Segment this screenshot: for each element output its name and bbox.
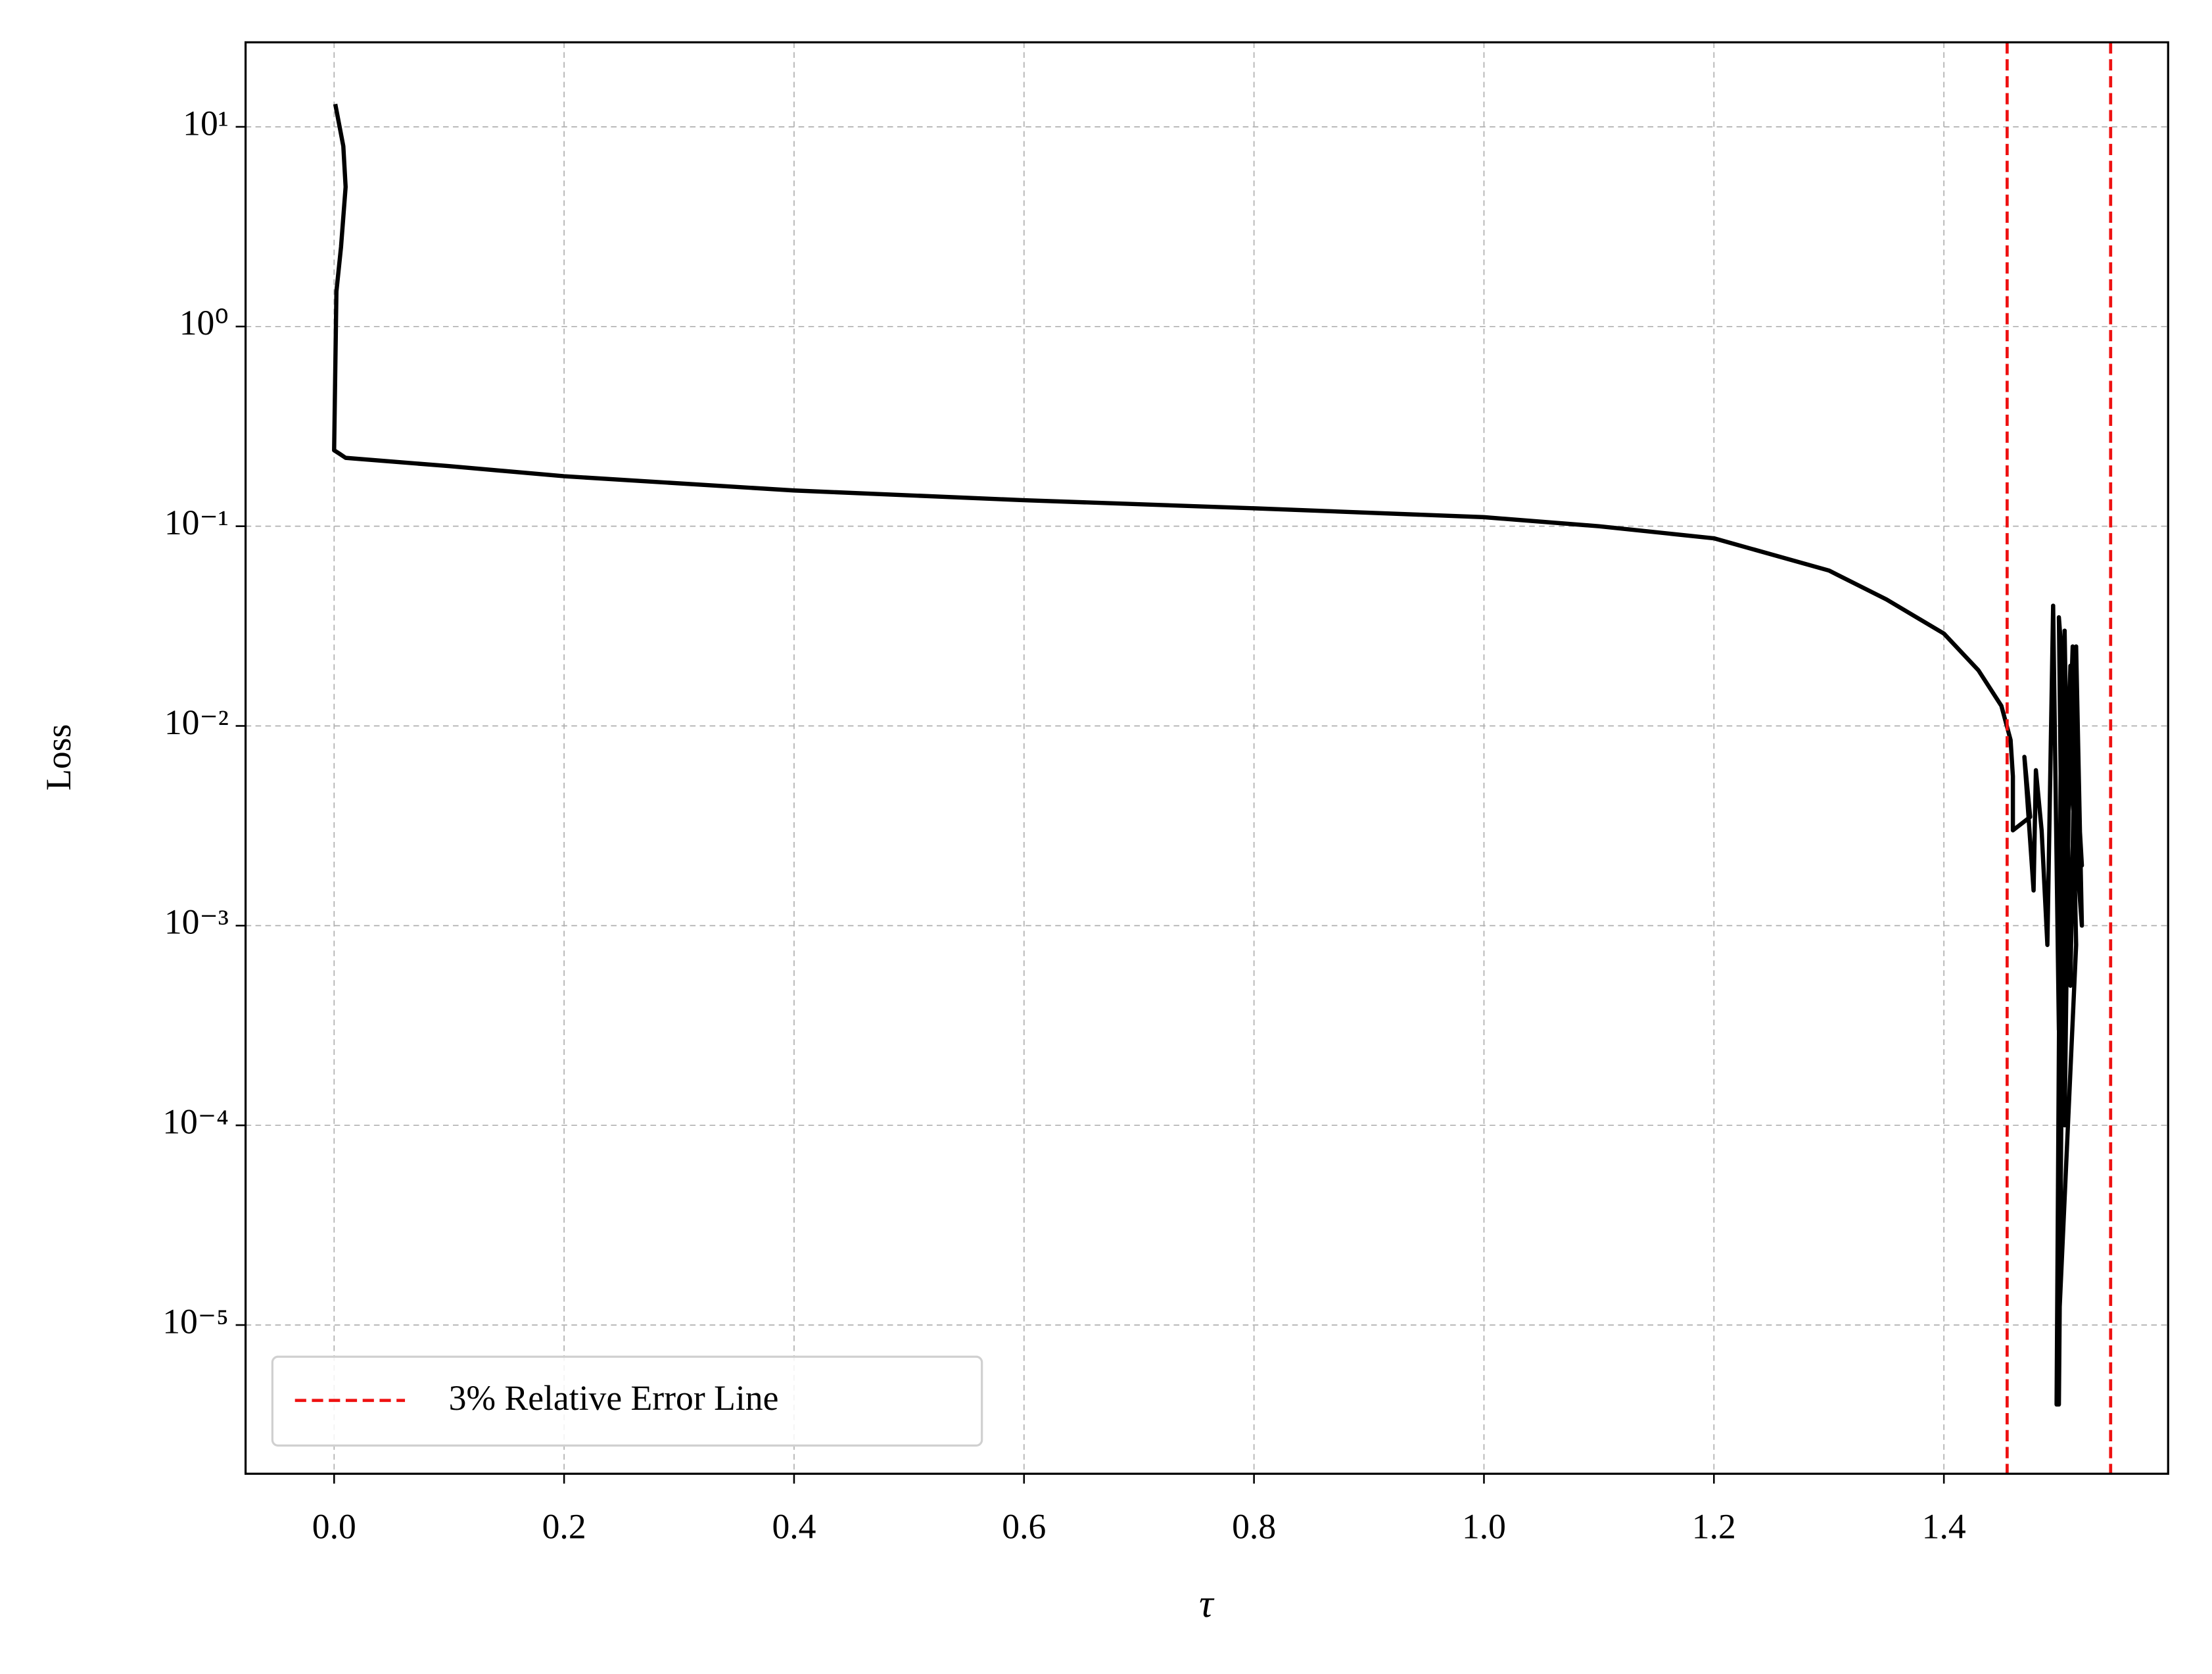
y-tick-label: 10¹	[183, 103, 229, 143]
y-tick-label: 10⁻⁵	[162, 1301, 229, 1341]
y-tick-label: 10⁻⁴	[162, 1102, 229, 1141]
y-tick-label: 10⁻³	[164, 902, 229, 942]
x-tick-label: 0.2	[542, 1506, 586, 1546]
x-tick-label: 1.2	[1692, 1506, 1736, 1546]
x-tick-label: 1.0	[1462, 1506, 1506, 1546]
data-line	[332, 103, 2084, 1407]
legend-label: 3% Relative Error Line	[449, 1378, 779, 1418]
plot-frame	[244, 41, 2169, 1475]
legend-box	[271, 1355, 983, 1447]
x-tick-label: 1.4	[1922, 1506, 1966, 1546]
y-tick-label: 10⁻²	[164, 703, 229, 742]
y-tick-label: 10⁻¹	[164, 503, 229, 542]
x-tick-label: 0.4	[772, 1506, 816, 1546]
x-tick-label: 0.6	[1002, 1506, 1046, 1546]
x-tick-label: 0.0	[312, 1506, 356, 1546]
x-tick-label: 0.8	[1232, 1506, 1276, 1546]
y-tick-label: 10⁰	[179, 303, 229, 342]
x-axis-label: τ	[1199, 1581, 1215, 1625]
y-axis-label: Loss	[39, 724, 78, 791]
